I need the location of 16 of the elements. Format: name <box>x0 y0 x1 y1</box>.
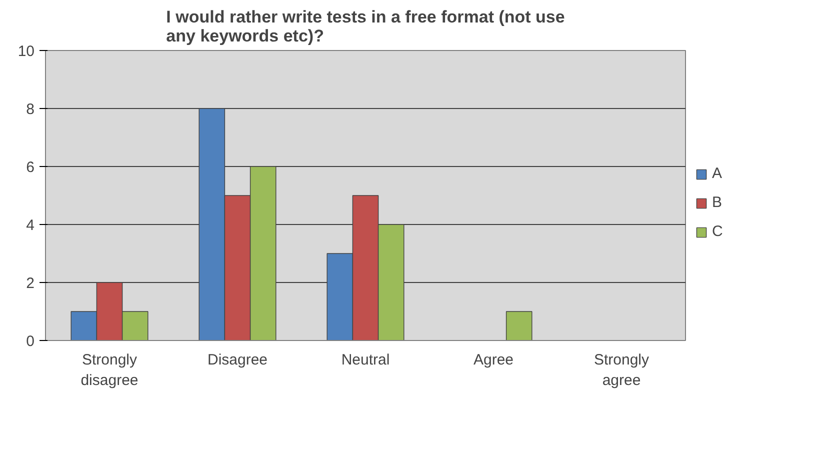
x-tick-label: Strongly agree <box>594 352 650 389</box>
legend-label: A <box>712 165 724 182</box>
x-tick-label: Neutral <box>341 352 390 368</box>
y-tick-label: 2 <box>26 275 34 292</box>
y-tick-label: 10 <box>18 43 35 60</box>
legend-label: B <box>712 194 724 211</box>
bar <box>506 311 532 340</box>
y-tick-label: 4 <box>26 217 34 234</box>
legend-label: C <box>712 223 724 240</box>
chart-title: I would rather write tests in a free format (not use any keywords etc)? <box>166 8 565 46</box>
y-tick-label: 6 <box>26 159 34 176</box>
x-tick-label: Disagree <box>207 352 268 368</box>
y-tick-label: 8 <box>26 101 34 118</box>
x-tick-label: Strongly disagree <box>80 352 138 389</box>
y-tick-label: 0 <box>26 333 34 350</box>
x-tick-label: Agree <box>473 352 514 368</box>
